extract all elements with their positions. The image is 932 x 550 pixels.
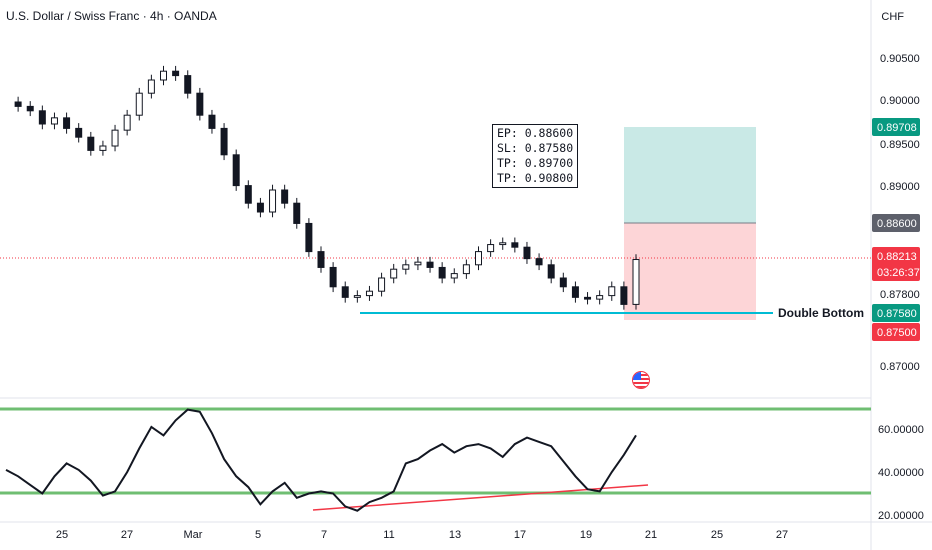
trade-tp2: TP: 0.90800 <box>497 171 574 185</box>
svg-text:0.87580: 0.87580 <box>877 308 917 320</box>
candles-series <box>14 65 640 310</box>
candle-down <box>293 202 301 224</box>
candle-down <box>281 189 289 204</box>
candle-down <box>584 296 592 300</box>
x-tick: 5 <box>255 529 261 541</box>
svg-text:0.87500: 0.87500 <box>877 327 917 339</box>
candle-up <box>462 264 470 275</box>
candle-down <box>305 222 313 253</box>
candle-up <box>147 79 155 94</box>
candle-up <box>390 268 398 279</box>
currency-label[interactable]: CHF <box>881 11 904 23</box>
candle-down <box>38 110 46 125</box>
x-tick: 7 <box>321 529 327 541</box>
candle-up <box>123 114 131 131</box>
rsi-tick: 20.00000 <box>878 510 924 522</box>
double-bottom-label: Double Bottom <box>778 306 864 320</box>
price-tick: 0.90000 <box>880 95 920 107</box>
stop-loss-zone <box>624 223 756 320</box>
candle-up <box>269 189 277 213</box>
candle-down <box>172 70 180 77</box>
candle-down <box>535 258 543 266</box>
trade-ep: EP: 0.88600 <box>497 126 574 140</box>
candle-down <box>63 117 71 129</box>
x-axis: 25 27 Mar 5 7 11 13 17 19 21 25 27 <box>56 529 788 541</box>
price-tick: 0.89500 <box>880 139 920 151</box>
us-flag-icon[interactable] <box>632 371 650 389</box>
x-tick: 27 <box>776 529 788 541</box>
x-tick: 27 <box>121 529 133 541</box>
rsi-tick: 40.00000 <box>878 467 924 479</box>
trade-levels-box: EP: 0.88600 SL: 0.87580 TP: 0.89700 TP: … <box>492 124 579 188</box>
candle-down <box>184 75 192 94</box>
candle-up <box>50 117 58 125</box>
candle-up <box>487 244 495 253</box>
price-tag-tp: 0.89708 <box>872 118 920 136</box>
price-tag-current: 0.88213 03:26:37 <box>872 247 920 281</box>
x-tick: 25 <box>56 529 68 541</box>
take-profit-zone <box>624 127 756 223</box>
candle-down <box>341 286 349 298</box>
x-tick: 25 <box>711 529 723 541</box>
candle-down <box>329 266 337 288</box>
svg-text:0.88213: 0.88213 <box>877 251 917 263</box>
candle-up <box>608 286 616 297</box>
x-tick: 13 <box>449 529 461 541</box>
candle-down <box>87 136 95 151</box>
x-tick: 19 <box>580 529 592 541</box>
candle-up <box>99 145 107 151</box>
price-tick: 0.90500 <box>880 53 920 65</box>
x-tick: 11 <box>383 529 394 541</box>
candle-down <box>571 286 579 298</box>
candle-down <box>559 277 567 288</box>
price-tag-double-bottom: 0.87580 <box>872 304 920 322</box>
candle-down <box>547 264 555 279</box>
trade-tp1: TP: 0.89700 <box>497 156 574 170</box>
price-tick: 0.89000 <box>880 181 920 193</box>
candle-down <box>26 105 34 112</box>
price-tick: 0.87800 <box>880 289 920 301</box>
candle-up <box>135 92 143 116</box>
svg-text:0.89708: 0.89708 <box>877 122 917 134</box>
candle-up <box>475 251 482 266</box>
candle-down <box>220 127 228 156</box>
candle-down <box>244 185 252 204</box>
trade-sl: SL: 0.87580 <box>497 141 574 155</box>
candle-down <box>317 251 325 268</box>
candle-down <box>14 101 22 107</box>
svg-text:03:26:37: 03:26:37 <box>877 267 920 279</box>
candle-up <box>450 273 458 279</box>
price-tag-sl: 0.87500 <box>872 323 920 341</box>
rsi-line <box>5 408 637 512</box>
candle-down <box>232 154 240 187</box>
svg-text:0.88600: 0.88600 <box>877 218 917 230</box>
candle-down <box>426 261 434 268</box>
candle-down <box>523 246 531 260</box>
price-tick: 0.87000 <box>880 361 920 373</box>
rsi-tick: 60.00000 <box>878 424 924 436</box>
candle-up <box>632 259 640 305</box>
candle-up <box>596 295 604 300</box>
candle-down <box>196 92 204 116</box>
candle-down <box>620 286 628 305</box>
x-tick: 21 <box>645 529 657 541</box>
candle-up <box>402 264 410 270</box>
x-tick: Mar <box>184 529 203 541</box>
candle-up <box>499 242 507 246</box>
candle-down <box>75 127 83 138</box>
candle-up <box>378 277 386 292</box>
candle-up <box>353 295 361 298</box>
candle-up <box>111 129 119 147</box>
price-tag-entry: 0.88600 <box>872 214 920 232</box>
candle-up <box>365 290 373 297</box>
candle-down <box>438 266 446 279</box>
candle-up <box>414 261 422 266</box>
chart-title: U.S. Dollar / Swiss Franc · 4h · OANDA <box>6 9 217 23</box>
x-tick: 17 <box>514 529 526 541</box>
candle-down <box>511 242 519 248</box>
candle-down <box>256 202 264 213</box>
candle-up <box>160 70 167 81</box>
candle-down <box>208 114 216 129</box>
